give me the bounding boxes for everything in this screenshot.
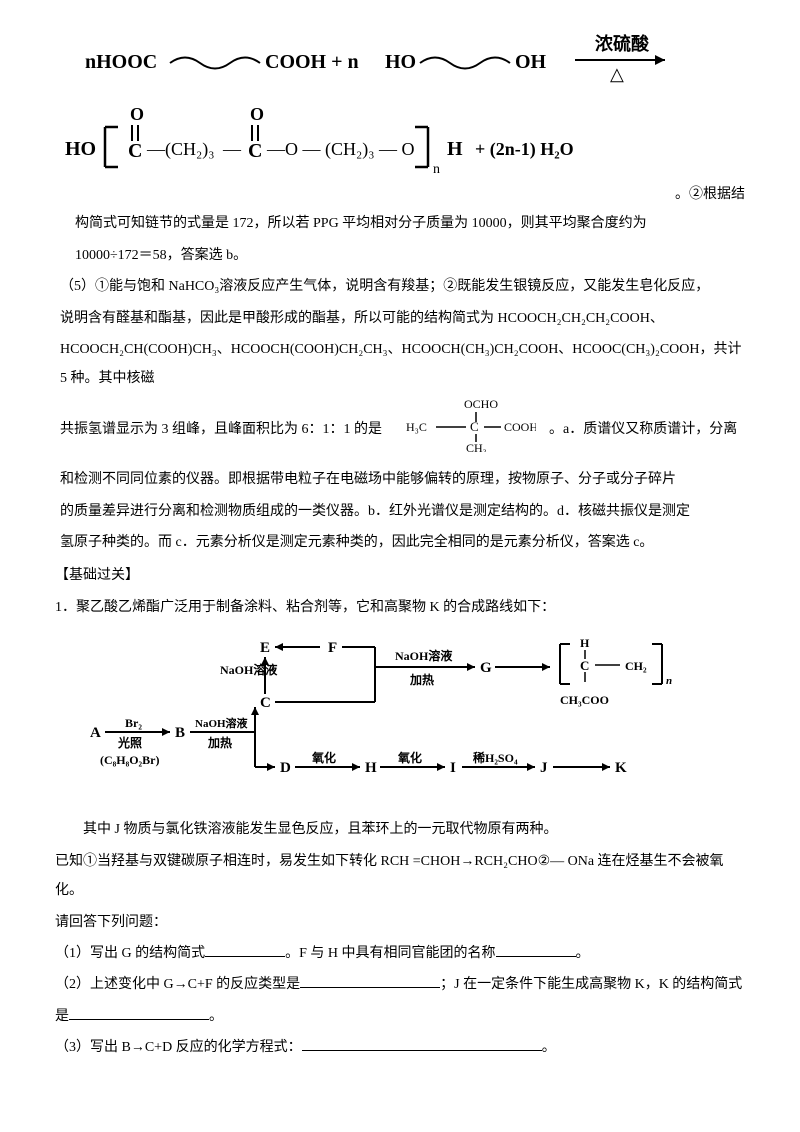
- svg-text:加热: 加热: [207, 735, 232, 750]
- svg-text:H₃C: H₃C: [406, 420, 427, 434]
- blank-g-structure[interactable]: [205, 939, 285, 957]
- svg-text:A: A: [90, 725, 101, 741]
- svg-text:(C₈H₈O₂Br): (C₈H₈O₂Br): [100, 753, 159, 767]
- svg-text:氧化: 氧化: [311, 750, 336, 765]
- svg-text:C: C: [128, 140, 142, 162]
- svg-text:—: —: [266, 139, 286, 159]
- svg-text:CH₃: CH₃: [466, 441, 487, 452]
- svg-text:C: C: [580, 658, 589, 673]
- svg-text:△: △: [610, 64, 624, 84]
- blank-equation[interactable]: [302, 1033, 542, 1051]
- svg-text:O: O: [130, 105, 144, 124]
- synthesis-route-diagram: E F NaOH溶液 C NaOH溶液 加热 G H C CH₂: [55, 632, 745, 803]
- q1-p3: 请回答下列问题：: [55, 908, 745, 937]
- q1-text: 1．聚乙酸乙烯酯广泛用于制备涂料、粘合剂等，它和高聚物 K 的合成路线如下：: [55, 593, 745, 622]
- svg-text:C: C: [248, 140, 262, 162]
- q1-sub2b: 是。: [55, 1002, 745, 1031]
- p1-a: 。②根据结: [675, 187, 745, 202]
- blank-k-structure[interactable]: [69, 1002, 209, 1020]
- p5-g: 氢原子种类的。而 c．元素分析仪是测定元素种类的，因此完全相同的是元素分析仪，答…: [60, 528, 745, 557]
- svg-text:光照: 光照: [117, 735, 142, 750]
- svg-text:F: F: [328, 640, 337, 656]
- svg-text:NaOH溶液: NaOH溶液: [395, 648, 452, 663]
- svg-text:n: n: [433, 162, 440, 177]
- chemical-equation-2: HO O C — (CH₂)₃ — O C — O — (CH₂)₃ — O n…: [55, 105, 745, 180]
- p1-b: 构简式可知链节的式量是 172，所以若 PPG 平均相对分子质量为 10000，…: [75, 209, 745, 238]
- structure-formula: OCHO H₃C C COOH CH₃: [396, 396, 536, 463]
- svg-text:HO: HO: [65, 138, 96, 160]
- svg-text:H: H: [580, 636, 590, 650]
- basic-header: 【基础过关】: [55, 561, 745, 590]
- svg-text:—: —: [146, 139, 166, 159]
- svg-text:H: H: [447, 138, 463, 160]
- q1-sub3: （3）写出 B→C+D 反应的化学方程式：。: [55, 1033, 745, 1062]
- p5-e: 和检测不同同位素的仪器。即根据带电粒子在电磁场中能够偏转的原理，按物原子、分子或…: [60, 465, 745, 494]
- svg-text:CH₃COO: CH₃COO: [560, 693, 609, 707]
- p5-d: 共振氢谱显示为 3 组峰，且峰面积比为 6：1：1 的是 OCHO H₃C C …: [60, 396, 745, 463]
- svg-text:D: D: [280, 760, 291, 776]
- svg-text:—: —: [222, 139, 242, 159]
- svg-text:NaOH溶液: NaOH溶液: [195, 716, 249, 730]
- svg-text:氧化: 氧化: [397, 750, 422, 765]
- svg-text:HO: HO: [385, 51, 416, 73]
- q1-p1: 其中 J 物质与氯化铁溶液能发生显色反应，且苯环上的一元取代物原有两种。: [83, 815, 745, 844]
- p5-c: HCOOCH₂CH(COOH)CH₃、HCOOCH(COOH)CH₂CH₃、HC…: [60, 335, 745, 394]
- svg-text:I: I: [450, 760, 456, 776]
- p1-c: 10000÷172＝58，答案选 b。: [75, 241, 745, 270]
- svg-text:O — (CH₂)₃ — O: O — (CH₂)₃ — O: [285, 139, 415, 160]
- svg-text:J: J: [540, 760, 548, 776]
- svg-text:C: C: [260, 695, 271, 711]
- q1-sub1: （1）写出 G 的结构简式。F 与 H 中具有相同官能团的名称。: [55, 939, 745, 968]
- svg-text:COOH + n: COOH + n: [265, 51, 359, 73]
- svg-text:E: E: [260, 640, 270, 656]
- eq1-r1-prefix: nHOOC: [85, 51, 157, 73]
- blank-reaction-type[interactable]: [300, 970, 440, 988]
- q1-sub2: （2）上述变化中 G→C+F 的反应类型是；J 在一定条件下能生成高聚物 K，K…: [55, 970, 745, 999]
- svg-text:NaOH溶液: NaOH溶液: [220, 662, 277, 677]
- svg-text:稀H₂SO₄: 稀H₂SO₄: [473, 750, 518, 765]
- svg-text:加热: 加热: [409, 672, 434, 687]
- q1-p2: 已知①当羟基与双键碳原子相连时，易发生如下转化 RCH =CHOH→RCH₂CH…: [55, 847, 745, 906]
- svg-text:浓硫酸: 浓硫酸: [595, 33, 650, 54]
- svg-text:OCHO: OCHO: [464, 397, 498, 411]
- svg-text:B: B: [175, 725, 185, 741]
- svg-text:(CH₂)₃: (CH₂)₃: [165, 139, 215, 160]
- svg-text:O: O: [250, 105, 264, 124]
- p5-f: 的质量差异进行分离和检测物质组成的一类仪器。b．红外光谱仪是测定结构的。d．核磁…: [60, 497, 745, 526]
- svg-text:Br₂: Br₂: [125, 716, 142, 730]
- svg-text:OH: OH: [515, 51, 547, 73]
- blank-functional-group[interactable]: [496, 939, 576, 957]
- svg-text:H: H: [365, 760, 377, 776]
- svg-text:COOH: COOH: [504, 420, 536, 434]
- svg-text:n: n: [666, 675, 672, 687]
- svg-text:C: C: [470, 419, 479, 434]
- chemical-equation-1: nHOOC COOH + n HO OH 浓硫酸 △: [55, 30, 745, 90]
- p5-a: （5）①能与饱和 NaHCO₃溶液反应产生气体，说明含有羧基；②既能发生银镜反应…: [60, 272, 745, 301]
- p5-b: 说明含有醛基和酯基，因此是甲酸形成的酯基，所以可能的结构简式为 HCOOCH₂C…: [60, 304, 745, 333]
- svg-text:+ (2n-1) H₂O: + (2n-1) H₂O: [475, 139, 574, 160]
- svg-text:CH₂: CH₂: [625, 659, 647, 673]
- svg-text:G: G: [480, 660, 492, 676]
- svg-text:K: K: [615, 760, 627, 776]
